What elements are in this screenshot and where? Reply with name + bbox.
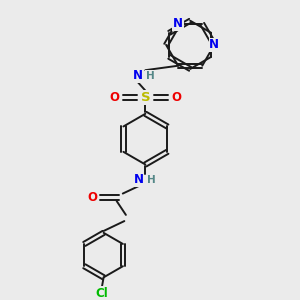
Text: O: O <box>88 191 98 204</box>
Text: O: O <box>110 91 119 104</box>
Text: N: N <box>134 173 144 187</box>
Text: H: H <box>147 175 155 185</box>
Text: N: N <box>173 17 183 30</box>
Text: O: O <box>171 91 181 104</box>
Text: N: N <box>133 69 142 82</box>
Text: Cl: Cl <box>96 287 108 300</box>
Text: N: N <box>209 38 219 51</box>
Text: S: S <box>140 91 150 104</box>
Text: H: H <box>146 71 154 81</box>
